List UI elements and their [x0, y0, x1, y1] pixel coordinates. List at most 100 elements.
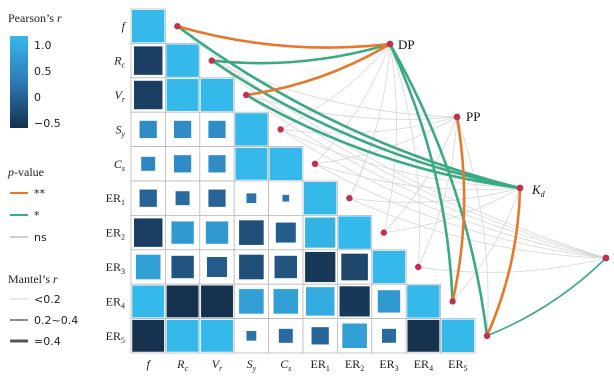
target-label: PP — [466, 109, 480, 124]
correlation-square — [173, 120, 192, 139]
anchor-node — [483, 332, 491, 339]
pearson-tick: 0.5 — [34, 65, 52, 78]
matrix-cell — [164, 180, 201, 216]
row-label: ER4 — [106, 294, 125, 310]
pearson-colorbar — [10, 36, 28, 128]
target-node — [516, 184, 524, 192]
correlation-square — [131, 284, 165, 318]
correlation-square — [170, 255, 195, 279]
target-node — [386, 40, 394, 48]
column-label: ER3 — [379, 357, 398, 373]
correlation-square — [234, 147, 268, 181]
correlation-square — [311, 326, 330, 345]
correlation-square — [206, 256, 228, 278]
correlation-square — [131, 319, 165, 353]
correlation-square — [305, 286, 335, 317]
pvalue-entry: ** — [34, 187, 46, 200]
mantel-link — [451, 115, 466, 303]
correlation-square — [304, 251, 336, 283]
mantel-link — [452, 187, 521, 302]
mantel-legend-title: Mantel’s r — [8, 272, 58, 286]
pvalue-entry: ns — [34, 231, 47, 244]
mantel-link — [348, 43, 391, 199]
pearson-legend-title: Pearson’s r — [8, 11, 62, 25]
mantel-link — [176, 25, 607, 259]
correlation-square — [166, 319, 200, 353]
column-labels: f Rc Vr Sy Cs ER1 ER2 ER3 ER4 ER5 — [147, 357, 468, 373]
column-label: Rc — [176, 357, 188, 373]
mantel-link — [388, 42, 489, 338]
correlation-square — [238, 219, 265, 246]
mantel-link — [486, 257, 607, 337]
mantel-link — [245, 94, 458, 120]
mantel-link — [211, 60, 458, 118]
correlation-square — [166, 284, 200, 318]
correlation-square — [139, 189, 158, 208]
correlation-square — [170, 220, 195, 245]
mantel-entry: =0.4 — [34, 335, 61, 348]
column-label: ER5 — [448, 357, 467, 373]
mantel-legend: Mantel’s r <0.2 0.2~0.4 =0.4 — [8, 272, 78, 348]
mantel-link — [383, 116, 458, 234]
row-label: f — [122, 19, 127, 33]
pearson-legend: Pearson’s r 1.0 0.5 0 −0.5 — [8, 11, 62, 130]
correlation-square — [238, 254, 265, 280]
mantel-entry: <0.2 — [34, 293, 61, 306]
mantel-link — [486, 187, 521, 337]
target-node — [602, 254, 610, 262]
correlation-square — [132, 10, 165, 43]
mantel-entry: 0.2~0.4 — [34, 314, 78, 327]
correlation-square — [381, 328, 397, 344]
correlation-square — [175, 190, 191, 206]
correlation-square — [166, 78, 200, 112]
pearson-tick: 0 — [34, 91, 41, 104]
correlation-square — [338, 216, 371, 249]
anchor-node — [243, 91, 250, 99]
correlation-square — [238, 288, 265, 315]
mantel-link — [417, 116, 458, 268]
correlation-square — [341, 323, 368, 349]
row-labels: f Rc Vr Sy Cs ER1 ER2 ER3 ER4 ER5 — [106, 19, 127, 345]
row-label: ER3 — [106, 260, 125, 276]
correlation-square — [304, 182, 337, 215]
correlation-square — [338, 285, 371, 318]
target-label: Kd — [531, 182, 546, 199]
mantel-link — [348, 187, 521, 203]
mantel-link — [176, 24, 392, 49]
column-label: Cs — [280, 357, 291, 373]
correlation-square — [140, 156, 156, 172]
correlation-square — [200, 78, 234, 112]
correlation-square — [235, 113, 268, 146]
column-label: Vr — [212, 357, 223, 373]
correlation-square — [304, 216, 336, 249]
row-label: Vr — [115, 88, 126, 104]
correlation-square — [273, 288, 299, 315]
correlation-square — [281, 194, 290, 203]
row-label: Sy — [115, 122, 125, 138]
correlation-square — [269, 147, 302, 180]
mantel-link — [210, 59, 522, 190]
pvalue-entry: * — [34, 209, 40, 222]
correlation-square — [166, 44, 199, 77]
row-label: Cs — [114, 157, 125, 173]
correlation-square — [133, 45, 163, 76]
column-label: Sy — [247, 357, 257, 373]
correlation-square — [205, 220, 229, 245]
mantel-link — [211, 60, 607, 259]
anchor-node — [277, 126, 284, 133]
correlation-square — [278, 328, 294, 344]
correlation-square — [133, 80, 163, 110]
anchor-node — [346, 195, 353, 202]
row-label: ER5 — [106, 329, 125, 345]
mantel-link — [280, 128, 607, 259]
mantel-link — [314, 43, 391, 165]
anchor-node — [415, 263, 422, 271]
target-node — [453, 113, 461, 121]
anchor-node — [380, 229, 387, 236]
anchor-node — [449, 298, 456, 305]
correlation-square — [200, 319, 234, 353]
target-label: DP — [398, 37, 415, 52]
column-label: ER1 — [311, 357, 330, 373]
correlation-square — [406, 319, 440, 353]
correlation-square — [207, 189, 227, 208]
